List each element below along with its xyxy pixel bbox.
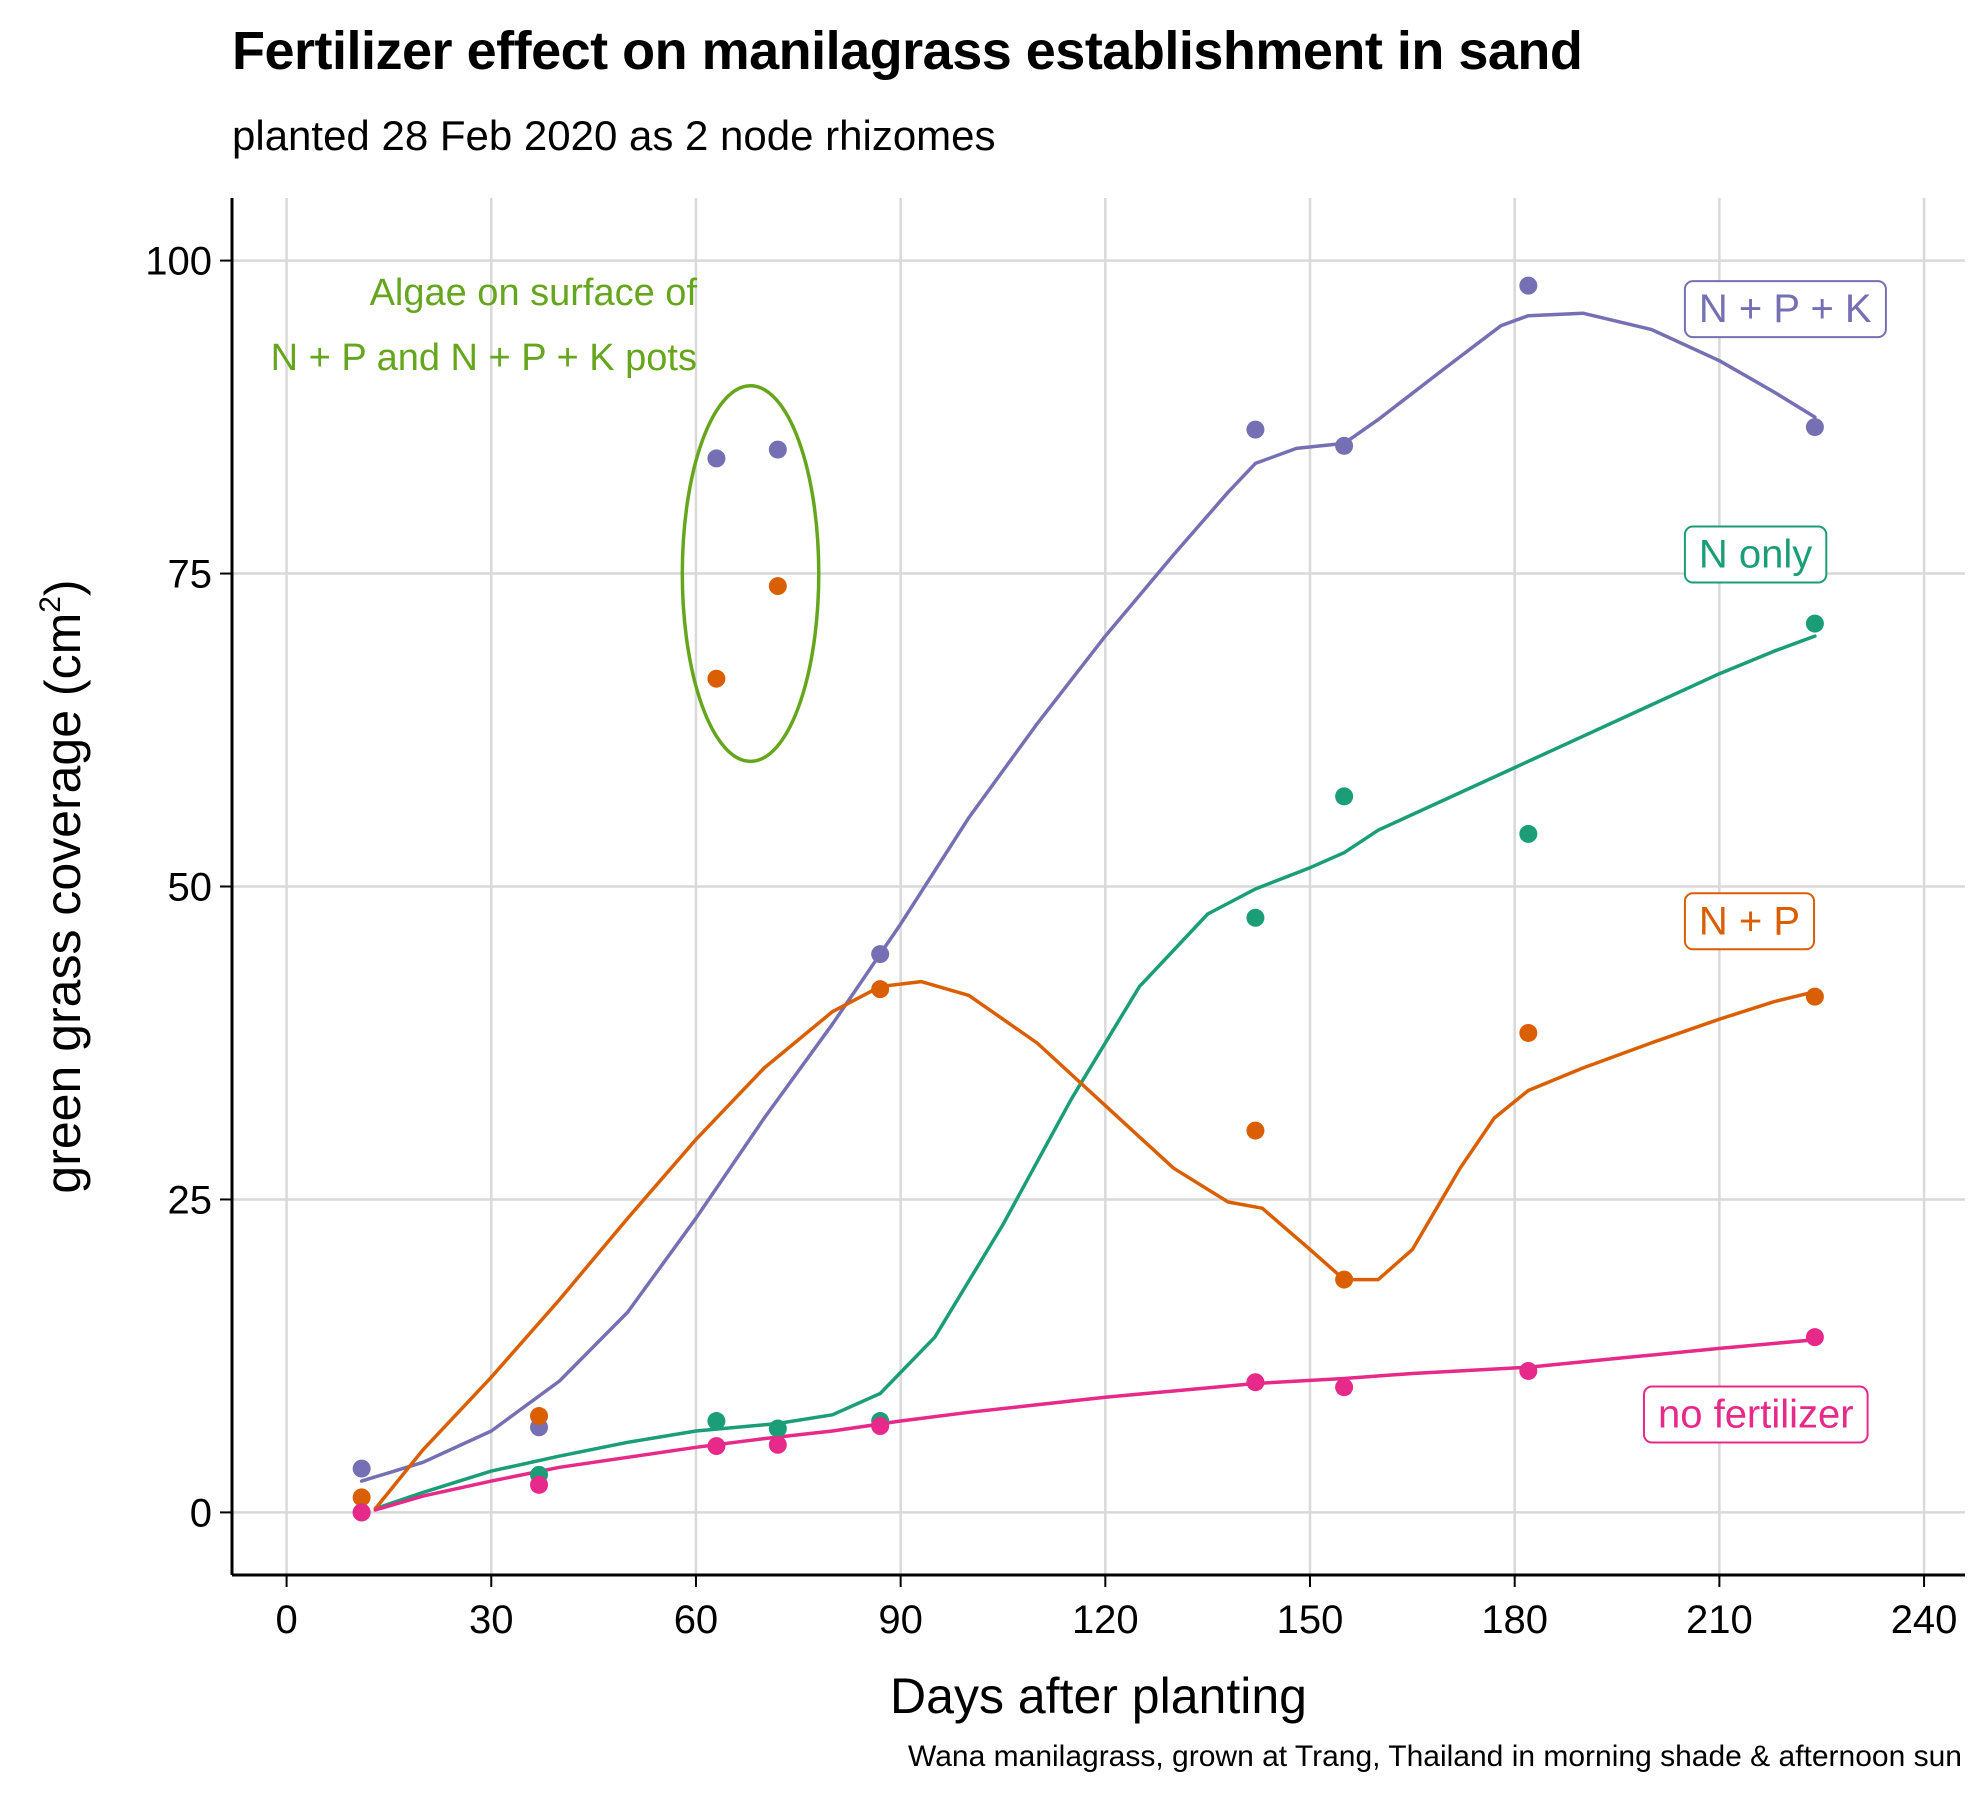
y-axis-title-text: green grass coverage (cm xyxy=(35,613,91,1194)
grid-lines xyxy=(232,198,1965,1575)
data-point-n-p xyxy=(1805,987,1824,1006)
y-tick-label: 75 xyxy=(168,553,213,597)
series-label-box xyxy=(1642,1385,1869,1444)
smooth-line-no-fertilizer xyxy=(373,1337,1817,1512)
x-tick-label: 150 xyxy=(1277,1598,1344,1642)
series-label-box xyxy=(1683,892,1816,951)
smooth-line-n-only xyxy=(373,634,1817,1511)
data-point-n-p-k xyxy=(768,440,787,459)
x-tick-label: 180 xyxy=(1481,1598,1548,1642)
data-point-n-p-k xyxy=(352,1459,371,1478)
smooth-line-n-p-k xyxy=(359,311,1817,1483)
x-tick-label: 120 xyxy=(1072,1598,1139,1642)
series-labels: N + P + K N only N + P no fertilizer xyxy=(1642,280,1887,1444)
y-axis-title-superscript: 2 xyxy=(34,596,67,613)
series-label-text: N + P + K xyxy=(1699,287,1872,331)
series-label-text: no fertilizer xyxy=(1658,1393,1854,1437)
data-point-n-p-k xyxy=(1805,418,1824,437)
data-point-n-p xyxy=(1335,1270,1354,1289)
data-point-n-p xyxy=(530,1407,549,1426)
data-point-n-p xyxy=(871,980,890,999)
data-point-no-fertilizer xyxy=(352,1503,371,1522)
data-point-no-fertilizer xyxy=(871,1417,890,1436)
data-point-n-p-k xyxy=(871,945,890,964)
data-point-no-fertilizer xyxy=(707,1437,726,1456)
series-label-n-p: N + P xyxy=(1683,892,1816,951)
data-point-n-p xyxy=(1519,1023,1538,1042)
y-tick-label: 50 xyxy=(168,866,213,910)
chart-title: Fertilizer effect on manilagrass establi… xyxy=(232,21,1583,81)
data-point-no-fertilizer xyxy=(1335,1378,1354,1397)
series-label-text: N + P xyxy=(1699,899,1800,943)
x-tick-label: 90 xyxy=(878,1598,923,1642)
y-tick-label: 0 xyxy=(190,1491,212,1535)
data-point-no-fertilizer xyxy=(530,1475,549,1494)
data-point-no-fertilizer xyxy=(1805,1328,1824,1347)
algae-ellipse xyxy=(680,384,821,764)
data-point-n-p-k xyxy=(1335,436,1354,455)
y-tick-label: 25 xyxy=(168,1178,213,1222)
algae-annotation: Algae on surface of N + P and N + P + K … xyxy=(271,272,821,764)
algae-note-line2: N + P and N + P + K pots xyxy=(271,337,697,379)
data-point-n-p-k xyxy=(1519,276,1538,295)
smooth-lines xyxy=(359,311,1817,1512)
data-point-n-p xyxy=(1246,1121,1265,1140)
x-tick-label: 240 xyxy=(1891,1598,1958,1642)
data-point-n-p-k xyxy=(707,449,726,468)
series-label-no-fertilizer: no fertilizer xyxy=(1642,1385,1869,1444)
axes: 0 30 60 90 120 150 180 210 240 0 25 50 75 100 xyxy=(145,198,1965,1642)
data-point-n-only xyxy=(768,1419,787,1438)
data-point-n-p xyxy=(768,577,787,596)
data-point-n-p-k xyxy=(1246,420,1265,439)
series-label-n-only: N only xyxy=(1683,525,1828,584)
data-point-n-only xyxy=(1519,824,1538,843)
chart-subtitle: planted 28 Feb 2020 as 2 node rhizomes xyxy=(232,112,996,159)
series-label-n-p-k: N + P + K xyxy=(1683,280,1887,339)
data-points xyxy=(352,276,1824,1522)
data-point-no-fertilizer xyxy=(768,1435,787,1454)
data-point-n-p xyxy=(352,1488,371,1507)
data-point-n-p xyxy=(707,669,726,688)
data-point-n-only xyxy=(1246,908,1265,927)
x-tick-label: 210 xyxy=(1686,1598,1753,1642)
data-point-no-fertilizer xyxy=(1519,1361,1538,1380)
chart-caption: Wana manilagrass, grown at Trang, Thaila… xyxy=(908,1740,1962,1773)
y-tick-label: 100 xyxy=(145,240,212,284)
x-tick-label: 30 xyxy=(469,1598,514,1642)
data-point-no-fertilizer xyxy=(1246,1373,1265,1392)
y-axis-title-close: ) xyxy=(35,579,91,596)
x-axis-title: Days after planting xyxy=(890,1668,1307,1724)
smooth-line-n-p xyxy=(373,979,1817,1511)
series-label-text: N only xyxy=(1699,533,1812,577)
data-point-n-only xyxy=(1335,787,1354,806)
algae-note-line1: Algae on surface of xyxy=(370,272,698,314)
x-tick-label: 60 xyxy=(674,1598,719,1642)
x-tick-label: 0 xyxy=(275,1598,297,1642)
data-point-n-only xyxy=(707,1412,726,1431)
data-point-n-only xyxy=(1805,614,1824,633)
y-axis-title: green grass coverage (cm2) xyxy=(34,579,91,1193)
series-label-box xyxy=(1683,280,1887,339)
series-label-box xyxy=(1683,525,1828,584)
